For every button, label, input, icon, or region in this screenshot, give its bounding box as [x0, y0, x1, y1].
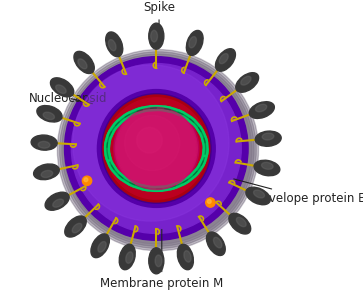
Circle shape — [82, 176, 92, 185]
Ellipse shape — [155, 255, 162, 267]
Circle shape — [115, 107, 197, 189]
Circle shape — [125, 116, 180, 171]
Ellipse shape — [72, 223, 82, 233]
Ellipse shape — [149, 23, 164, 49]
Circle shape — [114, 106, 199, 191]
Ellipse shape — [256, 104, 267, 112]
Ellipse shape — [41, 171, 53, 178]
Ellipse shape — [249, 102, 274, 118]
Circle shape — [106, 98, 207, 199]
Ellipse shape — [119, 244, 135, 270]
Ellipse shape — [213, 237, 222, 248]
Ellipse shape — [31, 135, 57, 150]
Text: Membrane protein M: Membrane protein M — [100, 229, 223, 290]
Ellipse shape — [216, 49, 236, 71]
Circle shape — [84, 178, 88, 182]
Circle shape — [73, 65, 229, 221]
Ellipse shape — [236, 73, 258, 92]
Ellipse shape — [106, 32, 123, 57]
Ellipse shape — [126, 252, 133, 263]
Ellipse shape — [50, 78, 74, 97]
Ellipse shape — [261, 162, 273, 169]
Circle shape — [97, 90, 215, 207]
Ellipse shape — [178, 244, 193, 270]
Ellipse shape — [229, 213, 251, 234]
Ellipse shape — [53, 199, 64, 207]
Circle shape — [57, 49, 258, 251]
Ellipse shape — [98, 242, 106, 252]
Circle shape — [103, 95, 210, 202]
Circle shape — [72, 63, 241, 233]
Text: Spike: Spike — [143, 1, 175, 36]
Circle shape — [206, 198, 215, 207]
Ellipse shape — [91, 234, 109, 258]
Ellipse shape — [37, 106, 62, 122]
Ellipse shape — [74, 51, 94, 74]
Ellipse shape — [186, 31, 203, 55]
Ellipse shape — [236, 217, 246, 227]
Ellipse shape — [45, 192, 69, 210]
Ellipse shape — [255, 131, 281, 146]
Ellipse shape — [241, 76, 251, 85]
Ellipse shape — [219, 54, 228, 64]
Ellipse shape — [109, 40, 116, 51]
Ellipse shape — [246, 187, 270, 205]
Circle shape — [107, 99, 205, 198]
Circle shape — [65, 57, 248, 240]
Circle shape — [62, 54, 254, 246]
Circle shape — [60, 52, 256, 249]
Circle shape — [102, 94, 211, 203]
Circle shape — [207, 200, 211, 203]
Circle shape — [64, 56, 252, 244]
Ellipse shape — [254, 160, 280, 176]
Ellipse shape — [189, 37, 196, 48]
Ellipse shape — [56, 85, 66, 93]
Ellipse shape — [262, 133, 274, 140]
Ellipse shape — [65, 216, 86, 237]
Circle shape — [100, 92, 212, 205]
Ellipse shape — [78, 59, 87, 69]
Ellipse shape — [43, 112, 54, 120]
Text: Nucleocapsid: Nucleocapsid — [29, 91, 107, 104]
Ellipse shape — [207, 232, 225, 255]
Circle shape — [117, 109, 196, 188]
Ellipse shape — [38, 141, 50, 148]
Ellipse shape — [253, 190, 265, 198]
Ellipse shape — [149, 248, 164, 274]
Circle shape — [137, 127, 162, 153]
Ellipse shape — [151, 30, 158, 42]
Circle shape — [103, 95, 210, 202]
Ellipse shape — [34, 164, 59, 180]
Ellipse shape — [184, 251, 191, 262]
Text: Envelope protein E: Envelope protein E — [234, 179, 363, 205]
